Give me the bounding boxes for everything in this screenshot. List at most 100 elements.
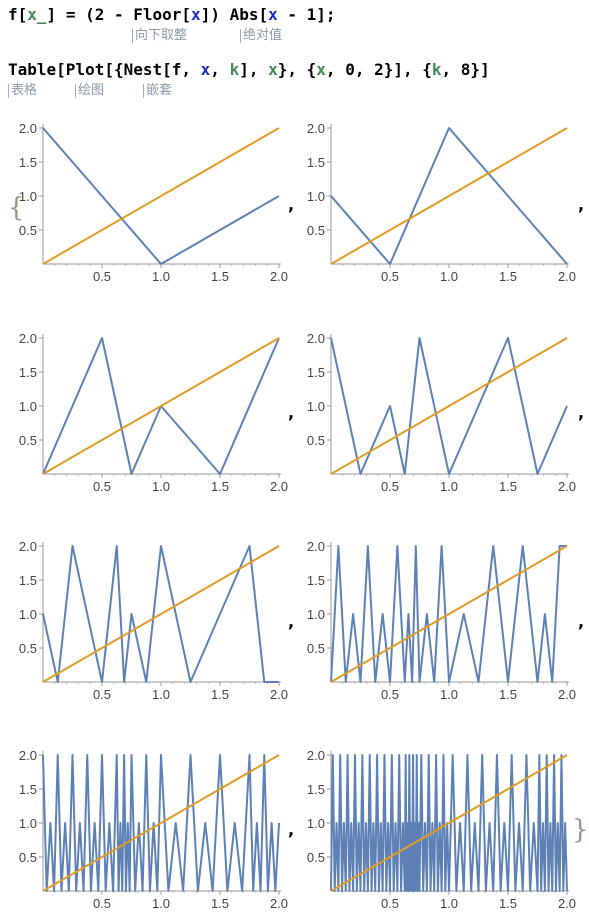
x-tick-label: 0.5 (93, 896, 111, 911)
y-tick-label: 1.5 (307, 365, 325, 380)
pattern-variable: x_ (27, 5, 47, 24)
x-tick-label: 2.0 (558, 269, 576, 284)
y-tick-label: 0.5 (19, 433, 37, 448)
plot-8[interactable]: 0.5 1.0 1.5 2.0 0.5 1.0 1.5 2.0 (307, 748, 576, 911)
y-tick-label: 1.5 (19, 155, 37, 170)
y-tick-label: 2.0 (19, 121, 37, 136)
series-nest-line (330, 754, 568, 892)
y-tick-label: 0.5 (307, 433, 325, 448)
hint-table[interactable]: 表格 (11, 83, 38, 98)
y-tick-label: 1.5 (307, 782, 325, 797)
y-tick-label: 1.5 (307, 573, 325, 588)
series-nest-line (330, 545, 567, 683)
y-tick-label: 0.5 (19, 641, 37, 656)
x-tick-label: 1.0 (152, 269, 170, 284)
y-tick-label: 2.0 (307, 539, 325, 554)
y-tick-label: 2.0 (307, 748, 325, 763)
x-tick-label: 2.0 (558, 479, 576, 494)
y-tick-label: 1.5 (19, 365, 37, 380)
y-tick-label: 2.0 (307, 331, 325, 346)
hint-marker (240, 29, 241, 43)
series-identity-line (42, 545, 280, 683)
expression-part: ]) Abs[ (200, 5, 269, 24)
list-separator: , (578, 403, 584, 422)
y-tick-label: 0.5 (307, 223, 325, 238)
y-tick-label: 1.0 (307, 399, 325, 414)
input-line-table[interactable]: Table[Plot[{Nest[f, x, k], x}, {x, 0, 2}… (8, 60, 490, 80)
y-tick-label: 1.0 (19, 607, 37, 622)
y-tick-label: 0.5 (19, 850, 37, 865)
series-identity-line (42, 754, 280, 892)
plot-3[interactable]: 0.5 1.0 1.5 2.0 0.5 1.0 1.5 2.0 (19, 331, 288, 494)
plot-7[interactable]: 0.5 1.0 1.5 2.0 0.5 1.0 1.5 2.0 (19, 748, 288, 911)
x-tick-label: 1.5 (499, 687, 517, 702)
function-name: f (8, 5, 18, 24)
hint-floor[interactable]: 向下取整 (135, 28, 188, 43)
y-tick-label: 2.0 (307, 121, 325, 136)
series-nest-line (42, 127, 280, 265)
x-tick-label: 2.0 (270, 896, 288, 911)
x-tick-label: 1.5 (211, 269, 229, 284)
variable-x: x (268, 5, 278, 24)
expression-part: }, { (277, 60, 317, 79)
hint-abs[interactable]: 绝对值 (243, 28, 283, 43)
y-tick-label: 0.5 (307, 850, 325, 865)
plot-6[interactable]: 0.5 1.0 1.5 2.0 0.5 1.0 1.5 2.0 (307, 539, 576, 702)
plot-1[interactable]: 0.5 1.0 1.5 2.0 0.5 1.0 1.5 2.0 (19, 121, 288, 284)
plot-2[interactable]: 0.5 1.0 1.5 2.0 0.5 1.0 1.5 2.0 (307, 121, 576, 284)
expression-part: ], (239, 60, 269, 79)
x-tick-label: 1.5 (211, 687, 229, 702)
plot-5[interactable]: 0.5 1.0 1.5 2.0 0.5 1.0 1.5 2.0 (19, 539, 288, 702)
series-nest-line (42, 337, 280, 475)
y-tick-label: 1.5 (19, 782, 37, 797)
x-tick-label: 2.0 (270, 687, 288, 702)
hint-marker (75, 84, 76, 98)
list-separator: , (288, 403, 294, 422)
x-tick-label: 1.0 (440, 479, 458, 494)
series-identity-line (330, 337, 568, 475)
series-identity-line (330, 545, 568, 683)
x-tick-label: 0.5 (381, 479, 399, 494)
x-tick-label: 1.0 (152, 896, 170, 911)
variable-x: x (191, 5, 201, 24)
y-tick-label: 1.0 (307, 607, 325, 622)
y-tick-label: 0.5 (19, 223, 37, 238)
hint-marker (8, 84, 9, 98)
y-tick-label: 2.0 (19, 331, 37, 346)
y-tick-label: 1.0 (19, 816, 37, 831)
list-separator: , (288, 820, 294, 839)
list-separator: , (288, 195, 294, 214)
list-separator: , (288, 612, 294, 631)
x-tick-label: 0.5 (93, 687, 111, 702)
x-tick-label: 0.5 (93, 269, 111, 284)
series-identity-line (330, 754, 568, 892)
plot-4[interactable]: 0.5 1.0 1.5 2.0 0.5 1.0 1.5 2.0 (307, 331, 576, 494)
iterator-k: k (229, 60, 240, 79)
expression-part: , 8}] (441, 60, 490, 79)
expression-part: - 1]; (277, 5, 336, 24)
series-nest-line (42, 754, 280, 892)
x-tick-label: 1.5 (499, 269, 517, 284)
list-separator: , (578, 612, 584, 631)
x-tick-label: 2.0 (558, 896, 576, 911)
x-tick-label: 1.0 (440, 896, 458, 911)
iterator-x: x (268, 60, 278, 79)
x-tick-label: 1.5 (499, 896, 517, 911)
x-tick-label: 1.5 (499, 479, 517, 494)
x-tick-label: 1.5 (211, 479, 229, 494)
y-tick-label: 2.0 (19, 539, 37, 554)
y-tick-label: 1.0 (307, 189, 325, 204)
x-tick-label: 1.0 (440, 269, 458, 284)
expression-part: Table[Plot[{Nest[f, (8, 60, 201, 79)
bracket: [ (17, 5, 28, 24)
series-nest-line (330, 127, 568, 265)
list-separator: , (578, 195, 584, 214)
hint-nest[interactable]: 嵌套 (146, 83, 173, 98)
input-line-definition[interactable]: f[x_] = (2 - Floor[x]) Abs[x - 1]; (8, 5, 336, 25)
series-nest-line (42, 545, 279, 683)
series-identity-line (42, 337, 280, 475)
series-identity-line (42, 127, 280, 265)
x-tick-label: 2.0 (270, 479, 288, 494)
variable-x: x (200, 60, 211, 79)
hint-plot[interactable]: 绘图 (78, 83, 105, 98)
